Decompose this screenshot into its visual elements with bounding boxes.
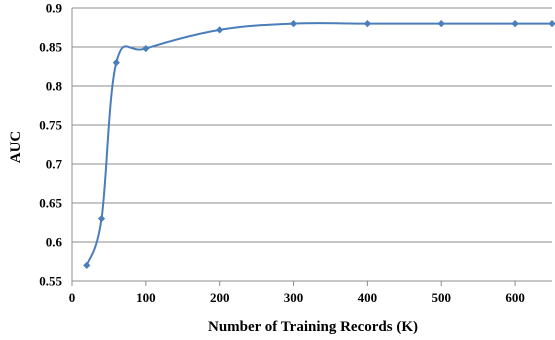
y-tick-label: 0.6 bbox=[46, 235, 63, 250]
y-tick-label: 0.55 bbox=[39, 274, 62, 289]
data-point-marker bbox=[216, 26, 224, 34]
data-point-marker bbox=[363, 20, 371, 28]
data-point-marker bbox=[437, 20, 445, 28]
x-tick-label: 400 bbox=[358, 290, 378, 305]
axes bbox=[71, 8, 552, 286]
data-point-marker bbox=[548, 20, 555, 28]
data-point-marker bbox=[142, 44, 150, 53]
x-tick-label: 500 bbox=[431, 290, 451, 305]
x-tick-label: 0 bbox=[69, 290, 76, 305]
data-point-marker bbox=[83, 261, 91, 269]
data-point-marker bbox=[112, 59, 120, 67]
x-tick-label: 600 bbox=[505, 290, 525, 305]
x-tick-label: 100 bbox=[136, 290, 156, 305]
series-group bbox=[83, 20, 555, 269]
y-tick-label: 0.75 bbox=[39, 118, 62, 133]
data-point-marker bbox=[97, 215, 106, 223]
x-tick-label: 300 bbox=[284, 290, 304, 305]
data-point-marker bbox=[289, 20, 298, 28]
y-tick-label: 0.8 bbox=[46, 79, 63, 94]
y-tick-label: 0.65 bbox=[39, 196, 62, 211]
y-tick-label: 0.9 bbox=[46, 1, 63, 16]
series-line bbox=[85, 22, 552, 266]
y-tick-label: 0.85 bbox=[39, 40, 62, 55]
grid-lines bbox=[72, 7, 552, 243]
y-tick-labels: 0.55 0.6 0.65 0.7 0.75 0.8 0.85 0.9 bbox=[39, 1, 62, 289]
x-tick-label: 200 bbox=[210, 290, 230, 305]
y-tick-label: 0.7 bbox=[46, 157, 63, 172]
data-point-marker bbox=[511, 20, 519, 28]
x-axis-title: Number of Training Records (K) bbox=[208, 319, 418, 335]
y-axis-title: AUC bbox=[8, 131, 24, 164]
x-tick-labels: 0 100 200 300 400 500 600 bbox=[69, 290, 525, 305]
